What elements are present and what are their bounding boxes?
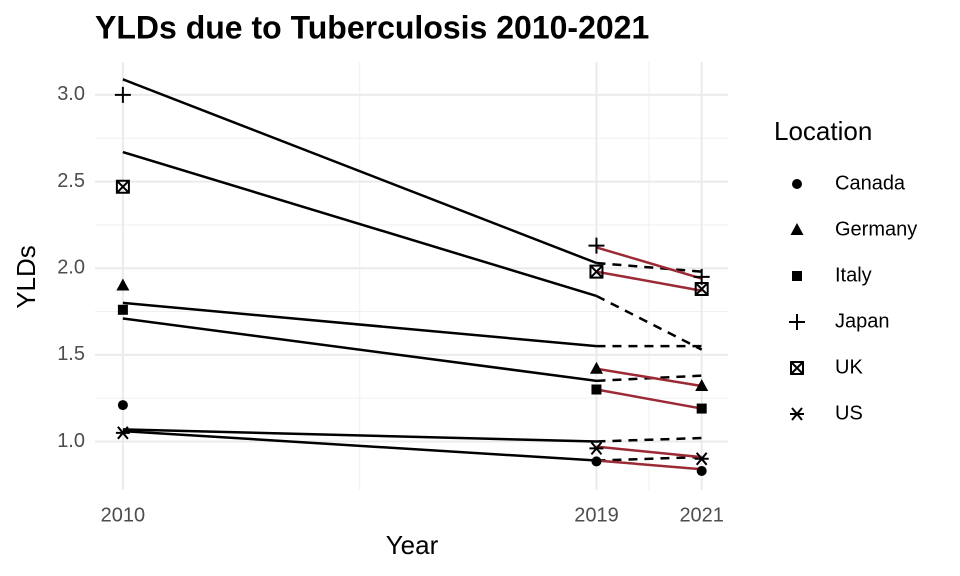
projection-line	[596, 455, 702, 462]
point	[588, 237, 605, 254]
projection-line	[596, 261, 702, 273]
legend-title: Location	[774, 116, 872, 146]
legend-marker	[792, 271, 802, 281]
legend-item: Italy	[792, 264, 872, 286]
legend-label: US	[835, 402, 863, 424]
point	[114, 86, 131, 103]
trend-line	[596, 445, 702, 459]
legend-marker	[790, 407, 804, 421]
legend-item: UK	[790, 356, 863, 378]
trend-line	[596, 459, 702, 471]
legend-label: Italy	[835, 264, 872, 286]
point	[116, 278, 130, 291]
trend-line	[596, 246, 703, 280]
legend-label: Canada	[835, 172, 906, 194]
point	[696, 403, 707, 414]
point	[591, 456, 602, 467]
legend-item: Germany	[790, 218, 917, 240]
legend-marker	[789, 314, 805, 330]
point	[696, 465, 707, 476]
y-tick-label: 3.0	[57, 83, 85, 105]
point	[117, 400, 128, 411]
point	[694, 281, 709, 296]
y-tick-label: 1.5	[57, 343, 85, 365]
legend-label: UK	[835, 356, 863, 378]
point	[589, 361, 603, 374]
trend-line	[596, 367, 702, 388]
x-axis-label: Year	[386, 530, 439, 560]
point	[589, 264, 604, 279]
projection-line	[596, 436, 702, 443]
point	[117, 304, 128, 315]
legend-item: Japan	[789, 310, 890, 332]
legend-marker	[790, 223, 804, 235]
y-tick-label: 1.0	[57, 430, 85, 452]
trend-line	[122, 428, 597, 443]
point	[115, 426, 130, 440]
trend-line	[122, 301, 597, 348]
legend-marker	[790, 361, 804, 375]
legend-item: US	[790, 402, 863, 424]
point	[694, 452, 709, 466]
y-tick-label: 2.5	[57, 170, 85, 192]
trend-line	[122, 150, 597, 298]
point	[695, 379, 709, 392]
x-tick-label: 2021	[679, 504, 724, 526]
legend-marker	[792, 179, 802, 189]
y-tick-label: 2.0	[57, 256, 85, 278]
point	[591, 384, 602, 395]
trend-line	[122, 317, 597, 383]
trend-line	[596, 388, 702, 410]
trend-line	[122, 429, 597, 462]
legend-label: Japan	[835, 310, 890, 332]
trend-line	[122, 78, 597, 265]
projection-line	[595, 294, 703, 351]
x-tick-label: 2019	[574, 504, 619, 526]
chart-title: YLDs due to Tuberculosis 2010-2021	[95, 9, 649, 45]
point	[115, 179, 130, 194]
legend-label: Germany	[835, 218, 917, 240]
x-tick-label: 2010	[101, 504, 146, 526]
point	[589, 441, 604, 456]
y-axis-label: YLDs	[11, 245, 41, 309]
legend-item: Canada	[792, 172, 906, 194]
trend-line	[596, 270, 702, 292]
